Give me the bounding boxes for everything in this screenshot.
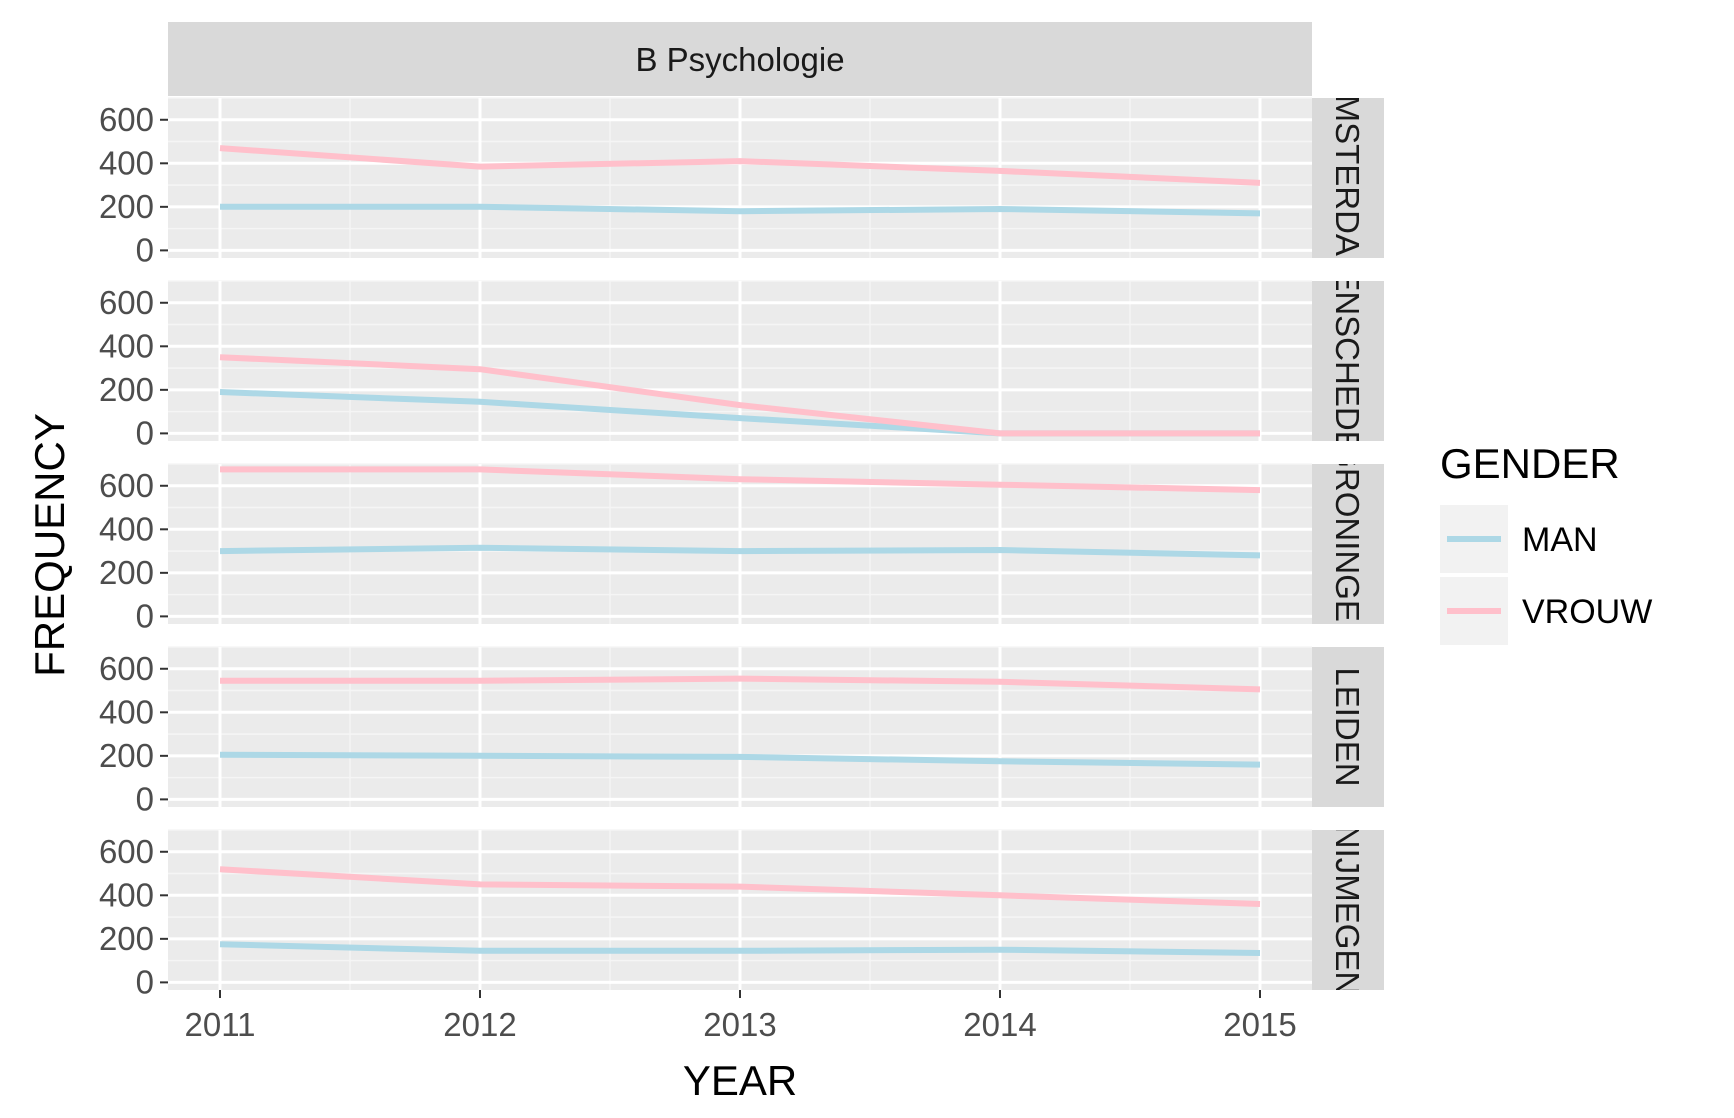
y-tick-label: 0 [136,414,154,451]
panel-leiden: 0 200 400 600 LEIDEN [99,646,1384,817]
series-line-man [220,203,1261,217]
series-line-man [219,544,1261,559]
x-tick-label: 2012 [443,1006,516,1043]
facet-title: B Psychologie [635,41,844,78]
legend-label: MAN [1522,521,1598,559]
series-line-vrouw [219,866,1261,907]
y-tick-label: 600 [99,101,154,138]
x-axis: 2011 2012 2013 2014 2015 [185,990,1297,1043]
series-line-vrouw [220,675,1261,693]
series-line-vrouw [220,466,1261,494]
y-tick-label: 0 [136,597,154,634]
panels: 0 200 400 600 AMSTERDAM 0 200 400 600 ENSCHEDE 0 20… [99,73,1384,1000]
panel-nijmegen: 0 200 400 600 NIJMEGEN [99,825,1384,1000]
panel-strip [1312,647,1384,807]
panel-strip-label: LEIDEN [1329,667,1366,786]
panel-groningen: 0 200 400 600 GRONINGEN [99,442,1384,646]
legend-title: GENDER [1440,440,1620,487]
y-tick-label: 400 [99,876,154,913]
panel-strip [1312,98,1384,258]
x-tick-label: 2013 [703,1006,776,1043]
y-axis-title: FREQUENCY [26,413,73,677]
y-tick-label: 400 [99,327,154,364]
x-tick-label: 2014 [963,1006,1036,1043]
panel-strip [1312,464,1384,624]
series-line-vrouw [219,145,1261,186]
facet-strip: B Psychologie [168,22,1312,96]
y-tick-label: 400 [99,693,154,730]
x-tick-label: 2015 [1223,1006,1296,1043]
legend-label: VROUW [1522,593,1652,631]
x-axis-title: YEAR [683,1057,797,1104]
panel-strip-label: AMSTERDAM [1329,73,1366,284]
panel-strip-label: ENSCHEDE [1329,269,1366,452]
series-line-man [219,941,1261,956]
y-tick-label: 600 [99,650,154,687]
legend: GENDER MAN VROUW [1440,440,1652,645]
series-line-man [219,751,1261,768]
y-tick-label: 0 [136,780,154,817]
y-tick-label: 0 [136,231,154,268]
panel-amsterdam: 0 200 400 600 AMSTERDAM [99,73,1384,284]
y-tick-label: 200 [99,188,154,225]
x-tick-label: 2011 [185,1006,256,1043]
series-line-vrouw [219,354,1260,437]
panel-strip [1312,281,1384,441]
legend-items: MAN VROUW [1440,505,1652,645]
y-tick-label: 200 [99,371,154,408]
y-tick-label: 400 [99,510,154,547]
panel-enschede: 0 200 400 600 ENSCHEDE [99,269,1384,452]
y-tick-label: 200 [99,920,154,957]
y-tick-label: 400 [99,144,154,181]
y-tick-label: 600 [99,467,154,504]
panel-strip [1312,830,1384,990]
panel-strip-label: NIJMEGEN [1329,825,1366,996]
y-tick-label: 0 [136,963,154,1000]
y-tick-label: 600 [99,833,154,870]
y-tick-label: 600 [99,284,154,321]
y-tick-label: 200 [99,554,154,591]
facet-strip-background [168,22,1312,96]
y-tick-label: 200 [99,737,154,774]
panel-strip-label: GRONINGEN [1329,442,1366,646]
